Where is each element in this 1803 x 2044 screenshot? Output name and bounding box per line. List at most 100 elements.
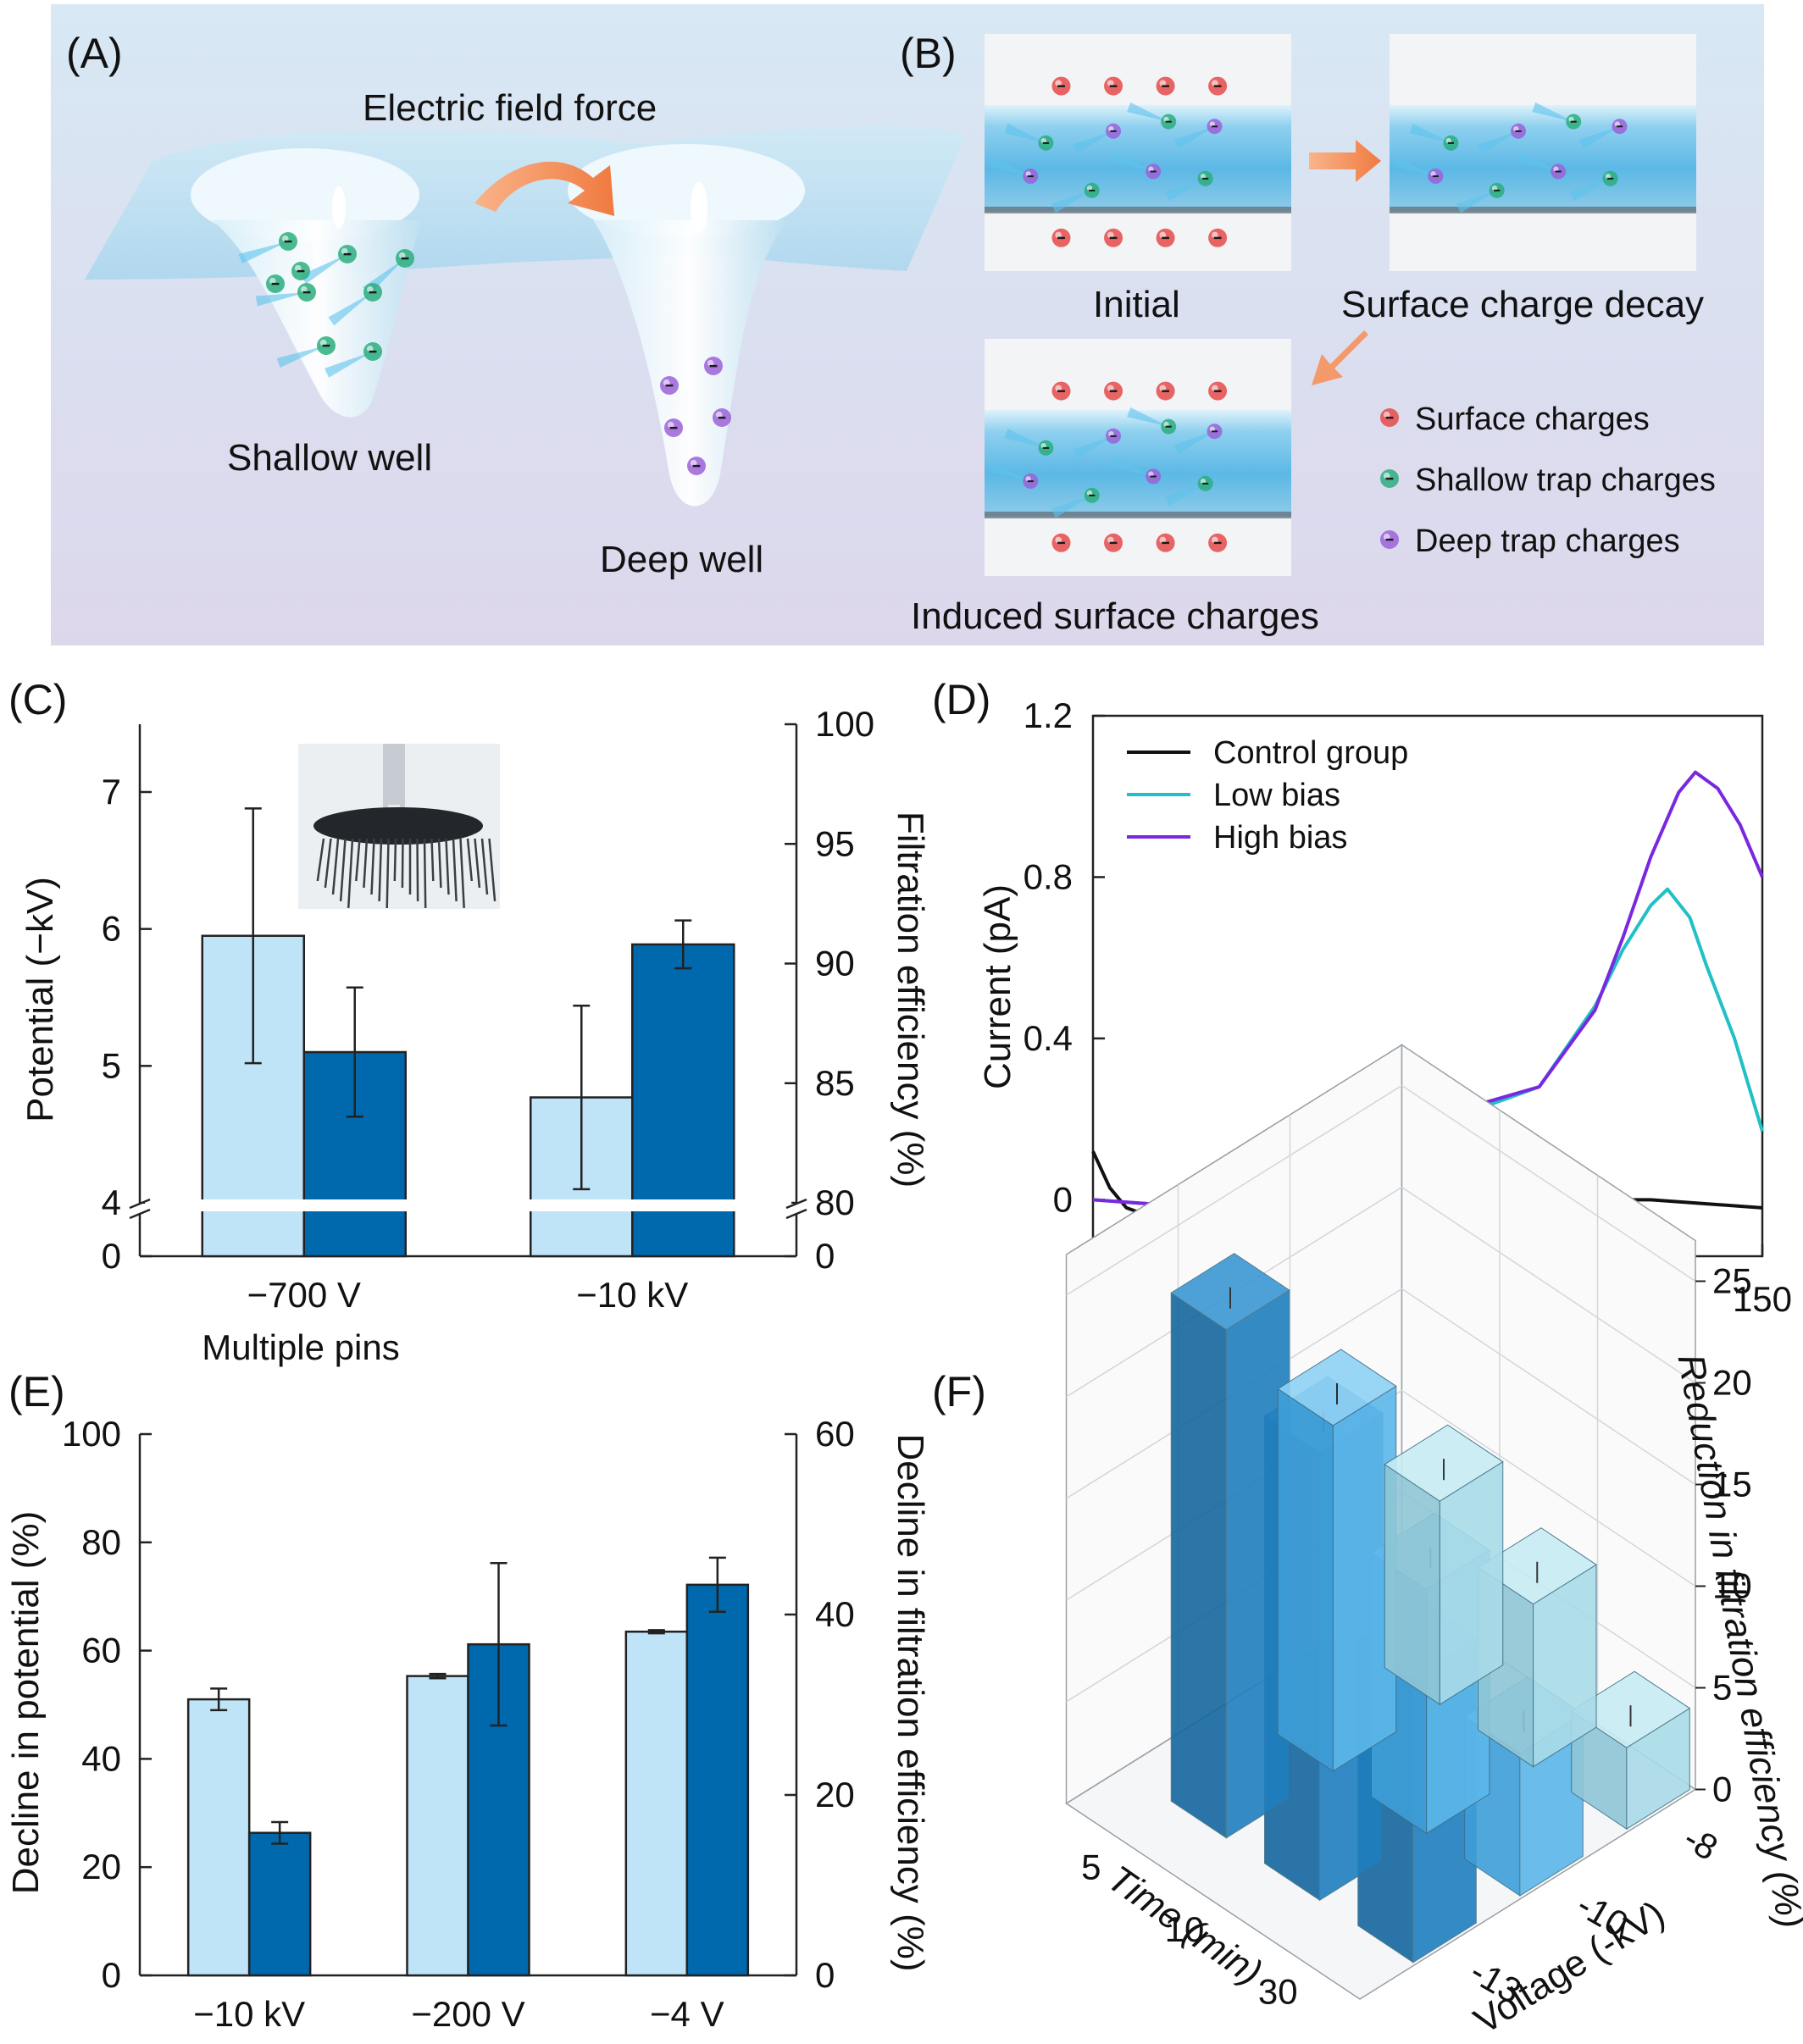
pin <box>459 838 465 909</box>
y2-axis-title: Decline in filtration efficiency (%) <box>890 1434 931 1972</box>
fiber-initial <box>985 34 1291 271</box>
shallow-trap-charge <box>279 232 297 251</box>
charge-trail <box>1051 190 1092 213</box>
bar-light <box>186 1698 251 1977</box>
deep-trap-charge <box>664 418 683 437</box>
y2-tick-label: 95 <box>815 823 855 863</box>
pin-array-inset <box>298 744 500 909</box>
y2-tick-label: 60 <box>815 1414 855 1454</box>
x-tick-label: −700 V <box>247 1275 361 1315</box>
pin <box>363 838 369 889</box>
shallow-well-caption: Shallow well <box>227 437 432 479</box>
y2-tick-label: 0 <box>815 1236 835 1276</box>
bar-3d <box>1570 1670 1691 1831</box>
shallow-trap-charge <box>363 342 382 361</box>
pin <box>393 838 397 882</box>
fiber-surface-charge-decay <box>1390 34 1696 271</box>
surface-charge <box>1104 228 1123 247</box>
y-tick-label: 0 <box>1053 1179 1073 1219</box>
surface-charge <box>1051 533 1071 552</box>
pin <box>480 838 489 895</box>
surface-charge <box>1104 533 1123 552</box>
break-mark <box>785 1198 807 1210</box>
y-tick-label: 0.8 <box>1024 856 1073 896</box>
y2-tick-label: 40 <box>815 1594 855 1634</box>
pin <box>316 838 325 882</box>
y-tick-label: 0 <box>102 1236 121 1276</box>
deep-trap-charge <box>704 357 723 375</box>
deep-trap-charge <box>713 408 731 427</box>
bar-dark <box>247 1831 312 1977</box>
y2-tick-label: 20 <box>815 1775 855 1814</box>
charge-trail <box>1004 124 1046 143</box>
deep-trap-charge <box>660 376 679 395</box>
x-tick-label: −10 kV <box>576 1275 688 1315</box>
deep-trap-charge <box>1511 123 1527 139</box>
charge-trail <box>1051 495 1092 518</box>
surface-charge <box>1051 228 1071 247</box>
deep-trap-charge <box>1207 424 1223 440</box>
y2-tick-label: 85 <box>815 1063 855 1103</box>
pin <box>488 838 497 902</box>
charge-trail <box>1127 102 1169 122</box>
category-note: Multiple pins <box>202 1327 399 1367</box>
deep-trap-charge <box>1146 163 1162 180</box>
y2-tick-label: 0 <box>815 1955 835 1995</box>
shallow-trap-charge <box>1197 170 1213 186</box>
shallow-trap-charge <box>363 283 382 302</box>
x-tick-label: 150 <box>1733 1279 1792 1319</box>
y-tick-label: 0 <box>102 1955 121 1995</box>
surface-charge <box>1208 533 1228 552</box>
pin <box>437 838 442 889</box>
pin <box>401 838 404 889</box>
bar-dark <box>685 1583 750 1977</box>
z-tick-label: 0 <box>1712 1770 1732 1809</box>
panel-d-label: (D) <box>932 676 990 723</box>
charge-trail <box>1409 124 1451 143</box>
shallow-trap-charge <box>1038 440 1054 456</box>
deep-trap-charge <box>1428 169 1444 184</box>
charge-trail <box>1004 429 1046 448</box>
fiber-body <box>1390 105 1696 212</box>
deep-trap-charge <box>1207 119 1223 135</box>
charge-trail <box>1112 152 1154 172</box>
panel-b-label: (B) <box>900 30 957 77</box>
z-tick-label: 20 <box>1712 1363 1752 1403</box>
surface-charge <box>1156 228 1175 247</box>
charge-trail <box>1456 190 1497 213</box>
charge-trail <box>1173 431 1215 454</box>
time-tick-label: 30 <box>1258 1972 1298 2012</box>
charge-trail <box>255 292 307 307</box>
pin <box>347 838 354 909</box>
z-tick-label: 5 <box>1712 1668 1732 1708</box>
charge-trail <box>1394 157 1436 176</box>
x-tick-label: −10 kV <box>193 1994 305 2034</box>
fiber-body <box>985 410 1291 517</box>
bar-light <box>406 1675 469 1977</box>
charge-trail <box>1478 130 1519 154</box>
surface-charge <box>1208 76 1228 96</box>
charge-trail <box>1073 130 1114 154</box>
pin <box>324 838 332 889</box>
shallow-trap-charge <box>1161 114 1177 130</box>
bar-3d <box>1384 1424 1504 1706</box>
bar-light <box>624 1630 689 1977</box>
y2-tick-label: 90 <box>815 944 855 983</box>
pin <box>474 838 481 889</box>
pin <box>355 838 361 882</box>
surface-charge <box>1156 76 1175 96</box>
charge-trail <box>328 292 373 326</box>
charge-trail <box>1073 435 1114 459</box>
charge-trail <box>1164 483 1206 507</box>
charge-trail <box>989 157 1031 176</box>
surface-charge <box>1051 381 1071 401</box>
surface-charge <box>1156 381 1175 401</box>
chart-c: 0 4 5 6 7 0 80 85 90 95 100 −700 V −10 kV Multiple pi… <box>19 704 931 1367</box>
x-tick-label: −200 V <box>411 1994 524 2034</box>
legend-entry: High bias <box>1213 820 1347 856</box>
pin <box>331 838 340 895</box>
y-tick-label: 80 <box>81 1522 121 1562</box>
y2-tick-label: 100 <box>815 704 874 744</box>
field-force-caption: Electric field force <box>363 87 657 129</box>
charge-trail <box>989 462 1031 481</box>
